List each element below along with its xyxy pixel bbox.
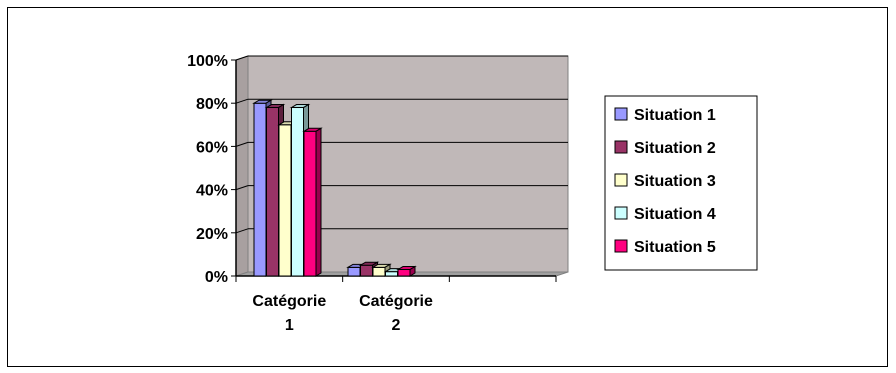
legend-label: Situation 3 — [634, 173, 716, 190]
gridline-side — [235, 185, 249, 191]
bar — [347, 266, 361, 277]
x-tick-label: Catégorie — [252, 293, 326, 310]
bar — [291, 107, 304, 277]
bar — [385, 271, 398, 277]
legend-label: Situation 1 — [634, 107, 716, 124]
legend-label: Situation 4 — [634, 206, 716, 223]
plot-side-wall — [235, 55, 249, 277]
bar — [253, 102, 267, 277]
x-tick-label: Catégorie — [359, 293, 433, 310]
legend-swatch — [614, 206, 628, 220]
y-tick-label: 60% — [196, 139, 228, 156]
gridline-side — [235, 141, 249, 147]
legend — [604, 95, 758, 271]
bar — [397, 269, 411, 277]
y-tick-label: 100% — [187, 53, 228, 70]
bar — [266, 107, 279, 277]
bar — [303, 130, 317, 277]
y-tick-label: 80% — [196, 96, 228, 113]
gridline-side — [235, 55, 249, 61]
bar-side — [409, 265, 416, 277]
legend-swatch — [614, 140, 628, 154]
y-tick-label: 40% — [196, 183, 228, 200]
legend-label: Situation 5 — [634, 239, 716, 256]
legend-swatch — [614, 173, 628, 187]
legend-swatch — [614, 239, 628, 253]
bar-side — [315, 127, 322, 277]
x-tick-label: 1 — [285, 317, 294, 334]
legend-label: Situation 2 — [634, 140, 716, 157]
gridline-side — [235, 228, 249, 234]
y-tick-label: 20% — [196, 226, 228, 243]
legend-swatch — [614, 107, 628, 121]
y-tick-label: 0% — [205, 269, 228, 286]
bar — [360, 264, 373, 277]
bar — [372, 266, 386, 277]
bar — [278, 124, 292, 277]
gridline-side — [235, 98, 249, 104]
x-tick-label: 2 — [392, 317, 401, 334]
